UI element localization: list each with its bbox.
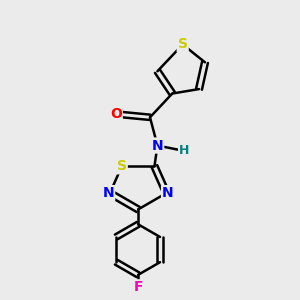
Text: N: N [152,139,163,152]
Text: N: N [162,186,174,200]
Text: F: F [134,280,143,294]
Text: N: N [103,186,114,200]
Text: O: O [110,107,122,121]
Text: H: H [179,143,189,157]
Text: S: S [178,38,188,52]
Text: S: S [117,159,127,173]
